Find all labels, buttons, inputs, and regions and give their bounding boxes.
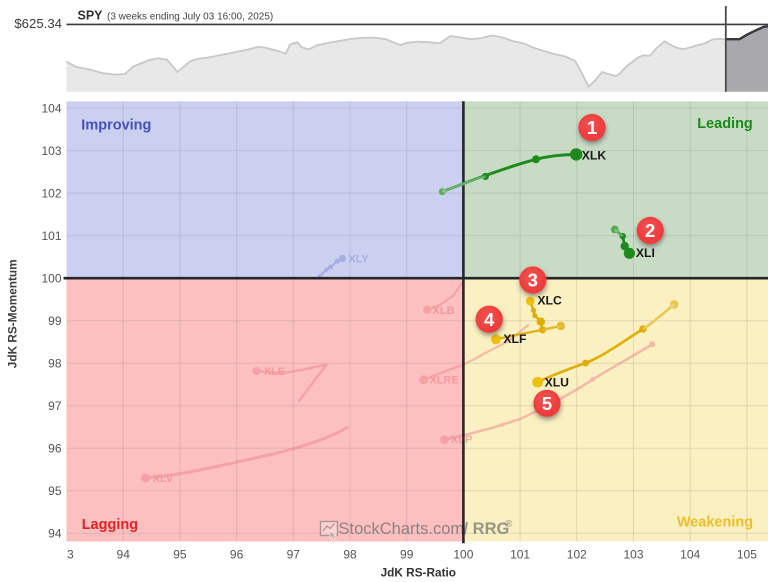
svg-text:99: 99 [400, 548, 414, 562]
svg-text:98: 98 [48, 356, 62, 370]
svg-text:97: 97 [287, 548, 301, 562]
svg-text:XLK: XLK [582, 148, 607, 162]
svg-text:95: 95 [48, 484, 62, 498]
svg-text:XLY: XLY [348, 254, 369, 266]
svg-text:Improving: Improving [81, 117, 151, 133]
svg-text:100: 100 [41, 271, 61, 285]
svg-text:Lagging: Lagging [82, 517, 138, 533]
svg-text:(3 weeks ending July 03 16:00,: (3 weeks ending July 03 16:00, 2025) [107, 12, 273, 23]
svg-text:104: 104 [41, 101, 61, 115]
svg-text:94: 94 [117, 548, 131, 562]
svg-text:Weakening: Weakening [677, 514, 753, 530]
svg-text:101: 101 [41, 229, 61, 243]
svg-text:94: 94 [48, 527, 62, 541]
svg-text:XLF: XLF [503, 332, 526, 346]
svg-text:103: 103 [623, 548, 643, 562]
svg-text:JdK RS-Ratio: JdK RS-Ratio [381, 566, 456, 580]
svg-text:96: 96 [48, 442, 62, 456]
svg-text:SPY: SPY [78, 9, 104, 23]
svg-text:XLRE: XLRE [430, 375, 459, 387]
svg-text:®: ® [505, 519, 513, 530]
svg-text:Leading: Leading [697, 116, 753, 132]
svg-text:/ RRG: / RRG [464, 520, 510, 538]
svg-text:XLV: XLV [153, 473, 174, 485]
svg-text:98: 98 [343, 548, 357, 562]
svg-text:104: 104 [680, 548, 700, 562]
svg-text:StockCharts.com: StockCharts.com [339, 520, 465, 538]
svg-text:$625.34: $625.34 [14, 16, 62, 31]
svg-text:103: 103 [41, 144, 61, 158]
svg-text:2: 2 [645, 220, 655, 241]
svg-text:4: 4 [484, 309, 495, 330]
svg-text:XLP: XLP [451, 434, 472, 446]
svg-text:JdK RS-Momentum: JdK RS-Momentum [6, 259, 20, 368]
svg-text:XLB: XLB [433, 305, 455, 317]
svg-text:XLE: XLE [264, 366, 285, 378]
svg-text:96: 96 [230, 548, 244, 562]
svg-text:99: 99 [48, 314, 62, 328]
svg-text:97: 97 [48, 399, 62, 413]
svg-text:3: 3 [528, 270, 538, 291]
svg-text:101: 101 [510, 548, 530, 562]
svg-text:102: 102 [567, 548, 587, 562]
svg-text:XLU: XLU [545, 375, 570, 389]
svg-text:100: 100 [453, 548, 473, 562]
svg-text:5: 5 [542, 393, 552, 414]
svg-text:105: 105 [737, 548, 757, 562]
svg-text:95: 95 [173, 548, 187, 562]
svg-text:XLC: XLC [537, 293, 562, 307]
svg-text:102: 102 [41, 186, 61, 200]
svg-text:XLI: XLI [636, 246, 655, 260]
svg-text:3: 3 [67, 548, 74, 562]
svg-text:1: 1 [587, 117, 597, 138]
